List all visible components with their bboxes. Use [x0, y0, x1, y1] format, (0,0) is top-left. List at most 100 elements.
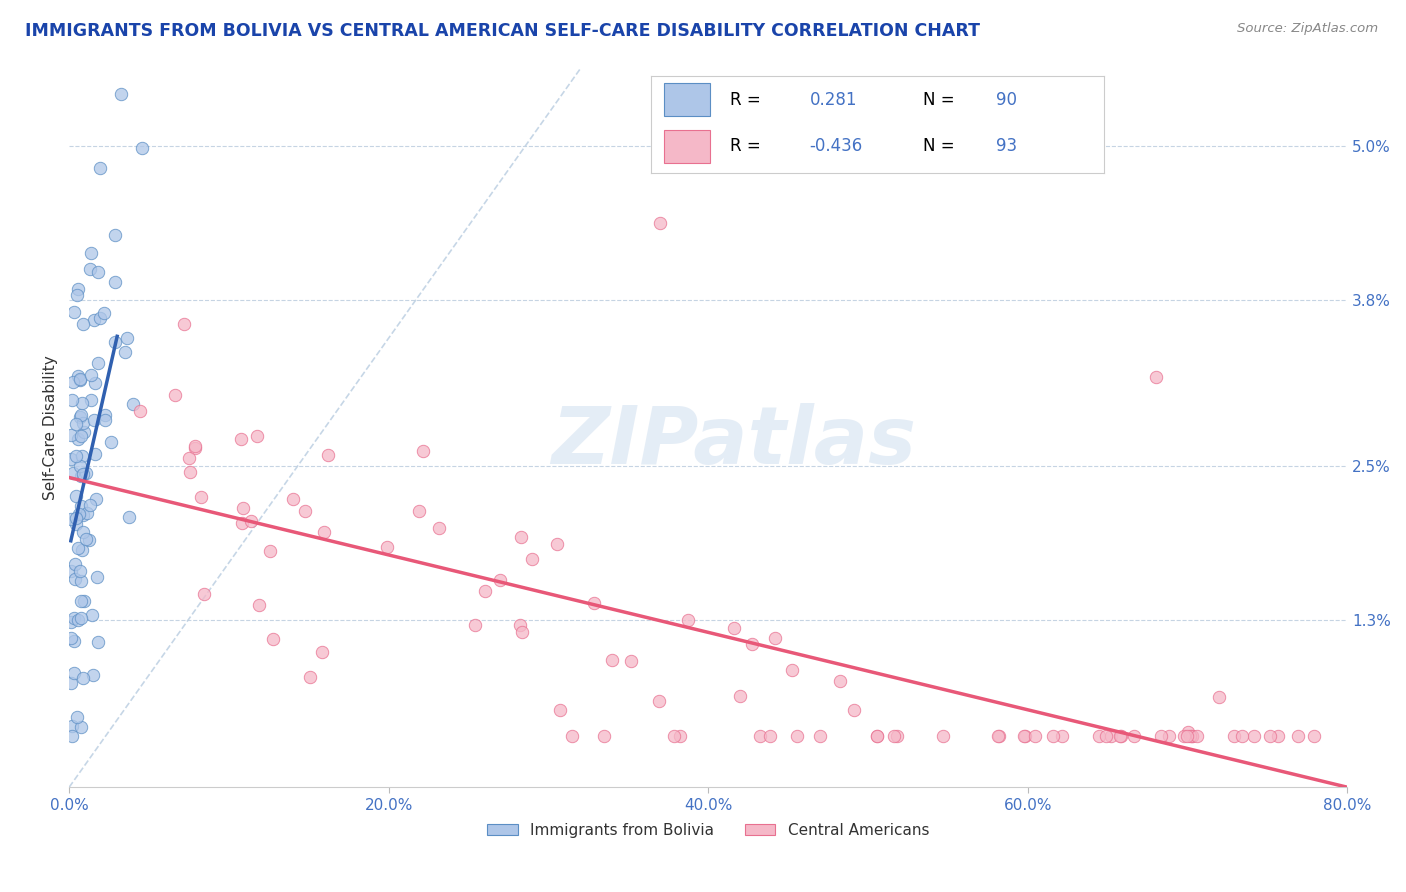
- Point: [550, 703, 572, 717]
- Point: [312, 525, 335, 540]
- Point: [59, 615, 82, 629]
- Point: [546, 537, 568, 551]
- Point: [229, 432, 252, 446]
- Point: [69, 459, 91, 474]
- Point: [83, 313, 105, 327]
- Point: [82, 668, 104, 682]
- Point: [73, 594, 96, 608]
- Point: [62, 466, 84, 480]
- Point: [87, 356, 110, 370]
- Point: [1042, 729, 1064, 743]
- Point: [509, 530, 531, 544]
- Point: [231, 516, 253, 531]
- Point: [65, 557, 87, 571]
- Point: [93, 413, 115, 427]
- Point: [114, 345, 136, 359]
- Point: [1123, 729, 1146, 743]
- Point: [84, 491, 107, 506]
- Point: [77, 533, 100, 548]
- Point: [70, 396, 93, 410]
- Point: [1258, 729, 1281, 743]
- Point: [118, 510, 141, 524]
- Point: [87, 635, 110, 649]
- Point: [179, 465, 201, 479]
- Point: [60, 393, 83, 408]
- Point: [65, 511, 87, 525]
- Point: [311, 645, 333, 659]
- Point: [60, 719, 83, 733]
- Point: [748, 729, 770, 743]
- Point: [650, 215, 672, 229]
- Point: [1159, 729, 1181, 743]
- Point: [728, 689, 751, 703]
- Point: [104, 227, 127, 242]
- Point: [184, 439, 207, 453]
- Point: [842, 703, 865, 717]
- Point: [1175, 729, 1198, 743]
- Point: [75, 532, 97, 546]
- Point: [79, 498, 101, 512]
- Point: [69, 499, 91, 513]
- Point: [1095, 729, 1118, 743]
- Point: [110, 87, 132, 102]
- Point: [59, 564, 82, 578]
- Point: [1267, 729, 1289, 743]
- Point: [86, 570, 108, 584]
- Point: [70, 720, 93, 734]
- Point: [177, 450, 200, 465]
- Point: [1177, 724, 1199, 739]
- Point: [489, 573, 512, 587]
- Point: [1014, 729, 1036, 743]
- Point: [662, 729, 685, 743]
- Point: [600, 653, 623, 667]
- Point: [1012, 729, 1035, 743]
- Point: [80, 368, 103, 383]
- Point: [759, 729, 782, 743]
- Point: [69, 574, 91, 589]
- Point: [1303, 729, 1326, 743]
- Point: [1173, 729, 1195, 743]
- Point: [67, 432, 90, 446]
- Point: [65, 517, 87, 532]
- Point: [474, 583, 496, 598]
- Point: [69, 564, 91, 578]
- Point: [89, 161, 111, 176]
- Point: [763, 632, 786, 646]
- Y-axis label: Self-Care Disability: Self-Care Disability: [44, 355, 58, 500]
- Point: [62, 305, 84, 319]
- Point: [1088, 729, 1111, 743]
- Point: [1149, 729, 1171, 743]
- Point: [59, 631, 82, 645]
- Point: [69, 508, 91, 522]
- Point: [83, 413, 105, 427]
- Point: [63, 611, 86, 625]
- Point: [232, 500, 254, 515]
- Point: [128, 403, 150, 417]
- Point: [94, 408, 117, 422]
- Point: [70, 449, 93, 463]
- Point: [932, 729, 955, 743]
- Point: [131, 141, 153, 155]
- Point: [520, 552, 543, 566]
- Point: [561, 729, 583, 743]
- Point: [412, 444, 434, 458]
- Legend: Immigrants from Bolivia, Central Americans: Immigrants from Bolivia, Central America…: [481, 817, 935, 844]
- Point: [620, 654, 643, 668]
- Point: [830, 673, 852, 688]
- Point: [1108, 729, 1130, 743]
- Point: [72, 467, 94, 481]
- Point: [66, 288, 89, 302]
- Point: [987, 729, 1010, 743]
- Point: [62, 376, 84, 390]
- Point: [510, 624, 533, 639]
- Point: [76, 506, 98, 520]
- Point: [115, 330, 138, 344]
- Point: [375, 540, 398, 554]
- Point: [648, 694, 671, 708]
- Point: [1286, 729, 1309, 743]
- Point: [89, 310, 111, 325]
- Point: [84, 447, 107, 461]
- Point: [75, 466, 97, 480]
- Point: [408, 504, 430, 518]
- Point: [1230, 729, 1253, 743]
